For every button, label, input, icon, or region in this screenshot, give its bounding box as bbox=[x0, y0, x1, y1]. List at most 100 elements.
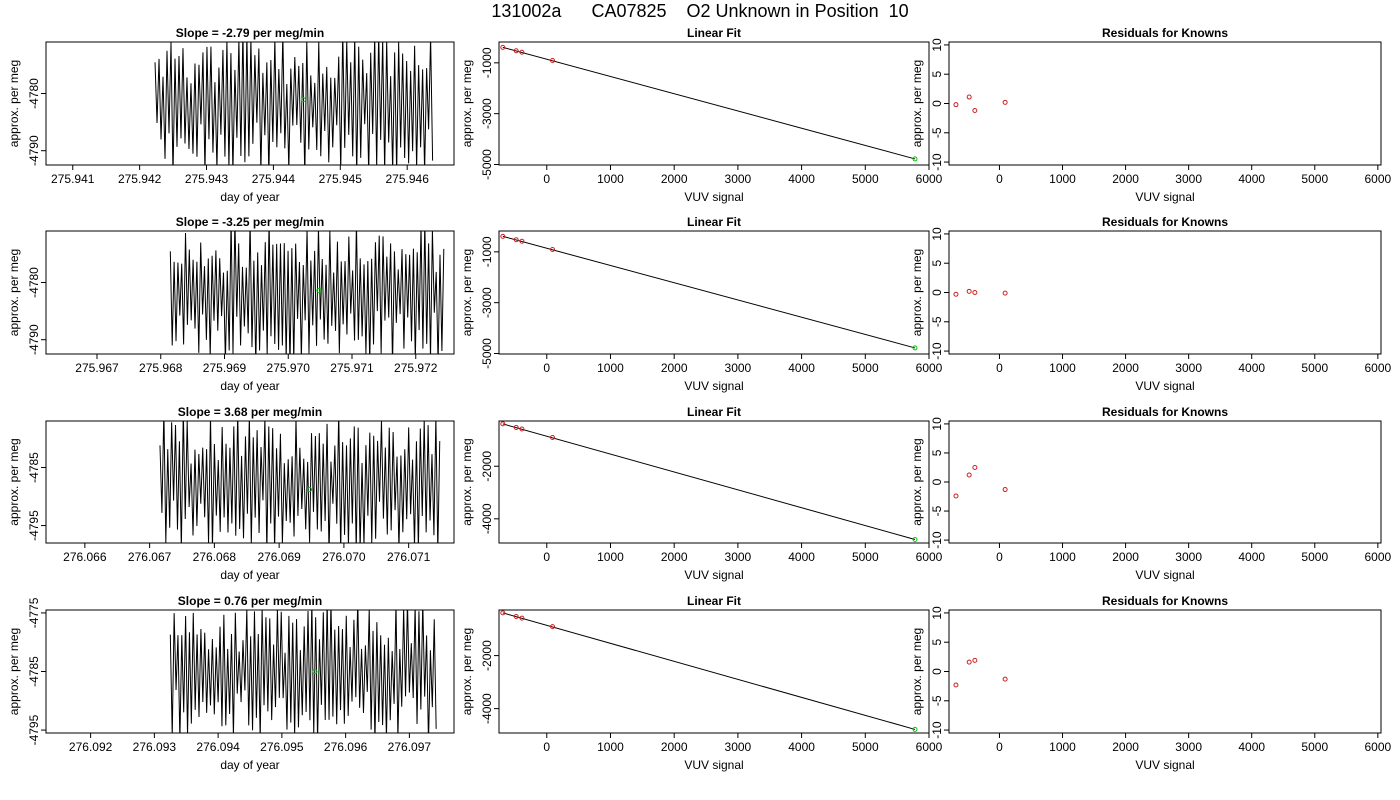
panel-1-1-xtick-label: 275.943 bbox=[185, 172, 229, 186]
panel-4-2-xlabel: VUV signal bbox=[684, 758, 743, 772]
panel-4-1-xtick-label: 276.093 bbox=[133, 740, 177, 754]
panel-3-2-known-point bbox=[500, 421, 506, 427]
panel-1-2-ytick-label: -5000 bbox=[480, 149, 494, 180]
panel-1-1-xlabel: day of year bbox=[220, 190, 279, 204]
panel-3-1-frame bbox=[45, 420, 455, 544]
panel-1-3-ytick-label: -5 bbox=[930, 127, 944, 138]
panel-3-1-xtick-label: 276.066 bbox=[63, 550, 107, 564]
panel-4-1-xtick-label: 276.096 bbox=[324, 740, 368, 754]
panel-1-2-fit-line bbox=[502, 46, 916, 160]
panel-3-1-ytick-label: -4785 bbox=[27, 452, 41, 483]
panel-3-2-title: Linear Fit bbox=[687, 405, 741, 419]
panel-4-2-fit-line bbox=[502, 612, 916, 730]
figure-title: 131002a CA07825 O2 Unknown in Position 1… bbox=[491, 1, 909, 21]
panel-2-1-ylabel: approx. per meg bbox=[7, 249, 21, 336]
panel-2-2-fit-line bbox=[502, 235, 916, 349]
panel-2-2: Linear Fit 0 1000 2000 3000 4000 5000 6000 -5000… bbox=[460, 215, 943, 393]
panel-4-1-ytick-label: -4785 bbox=[27, 656, 41, 687]
panel-1-3-residual-point bbox=[1002, 99, 1008, 105]
panel-3-3-ytick-label: -5 bbox=[930, 505, 944, 516]
panel-1-2-frame bbox=[498, 41, 930, 166]
panel-4-1-xtick-label: 276.095 bbox=[260, 740, 304, 754]
panel-3-3-xtick-label: 0 bbox=[996, 550, 1003, 564]
panel-1-3-residual-point bbox=[953, 102, 959, 108]
panel-1-2-xlabel: VUV signal bbox=[684, 190, 743, 204]
panel-4-2-xtick-label: 4000 bbox=[788, 740, 815, 754]
panel-3-1-xtick-label: 276.068 bbox=[193, 550, 237, 564]
panel-3-3-xtick-label: 5000 bbox=[1301, 550, 1328, 564]
panel-3-3-plot-area bbox=[953, 464, 1008, 499]
panel-3-1-title: Slope = 3.68 per meg/min bbox=[178, 405, 322, 419]
panel-4-1-xtick-label: 276.092 bbox=[69, 740, 113, 754]
panel-1-2-known-point bbox=[550, 58, 556, 64]
panel-4-3-xtick-label: 3000 bbox=[1175, 740, 1202, 754]
panel-1-3-xtick-label: 6000 bbox=[1364, 172, 1391, 186]
panel-4-2-frame bbox=[498, 609, 930, 734]
panel-1-3-ytick-label: 10 bbox=[930, 38, 944, 52]
panel-2-3-residual-point bbox=[1002, 290, 1008, 296]
panel-4-2-unknown-point bbox=[912, 726, 918, 732]
panel-1-3-xtick-label: 4000 bbox=[1238, 172, 1265, 186]
panel-4-2-xtick-label: 5000 bbox=[852, 740, 879, 754]
panel-2-2-title: Linear Fit bbox=[687, 215, 741, 229]
panel-2-2-ytick-label: -5000 bbox=[480, 338, 494, 369]
panel-3-2-xlabel: VUV signal bbox=[684, 568, 743, 582]
panel-2-3-xtick-label: 4000 bbox=[1238, 361, 1265, 375]
panel-2-3-plot-area bbox=[953, 288, 1008, 297]
panel-2-2-xtick-label: 0 bbox=[543, 361, 550, 375]
panel-1-3-frame bbox=[948, 41, 1382, 166]
panel-4-2-plot-area bbox=[500, 610, 918, 732]
panel-4-2-known-point bbox=[519, 615, 525, 621]
panel-1-2-xtick-label: 6000 bbox=[916, 172, 943, 186]
panel-2-2-xtick-label: 3000 bbox=[725, 361, 752, 375]
panel-4-3-xlabel: VUV signal bbox=[1135, 758, 1194, 772]
panel-4-2-xtick-label: 0 bbox=[543, 740, 550, 754]
panel-2-2-ylabel: approx. per meg bbox=[460, 249, 474, 336]
panel-4-3-ytick-label: -5 bbox=[930, 695, 944, 706]
panel-3-2-xtick-label: 5000 bbox=[852, 550, 879, 564]
panel-3-3-ytick-label: 0 bbox=[930, 478, 944, 485]
panel-1-1-xtick-label: 275.942 bbox=[118, 172, 162, 186]
panel-4-1-ytick-label: -4795 bbox=[27, 714, 41, 745]
panel-2-1-plot-area bbox=[169, 231, 445, 354]
panel-2-3-residual-point bbox=[972, 290, 978, 295]
panel-3-3-ytick-label: 5 bbox=[930, 449, 944, 456]
panel-2-3-xtick-label: 6000 bbox=[1364, 361, 1391, 375]
panel-3-2-unknown-point bbox=[912, 537, 918, 543]
panel-2-2-xtick-label: 6000 bbox=[916, 361, 943, 375]
panel-3-1-xtick-label: 276.071 bbox=[387, 550, 431, 564]
panel-2-1-unknown-point bbox=[316, 287, 322, 293]
panel-2-1-xtick-label: 275.970 bbox=[267, 361, 311, 375]
panel-2-3-ytick-label: 5 bbox=[930, 260, 944, 267]
panel-1-3-xtick-label: 5000 bbox=[1301, 172, 1328, 186]
panel-4-3-ytick-label: 10 bbox=[930, 606, 944, 620]
panel-1-3-residual-point bbox=[966, 94, 972, 100]
panel-1-2: Linear Fit 0 1000 2000 3000 4000 5000 6000 -5000… bbox=[460, 26, 943, 204]
panel-1-1-unknown-point bbox=[301, 97, 307, 103]
panel-1-3-xtick-label: 2000 bbox=[1112, 172, 1139, 186]
panel-1-2-known-point bbox=[500, 44, 506, 50]
panel-2-1: Slope = -3.25 per meg/min 275.967 275.968 2… bbox=[7, 215, 455, 393]
panel-3-2-xtick-label: 4000 bbox=[788, 550, 815, 564]
panel-3-1: Slope = 3.68 per meg/min 276.066 276.067 27… bbox=[7, 405, 455, 582]
panel-3-3-xtick-label: 6000 bbox=[1364, 550, 1391, 564]
panel-2-2-ytick-label: -1000 bbox=[480, 236, 494, 267]
panel-3-3-frame bbox=[948, 420, 1382, 544]
panel-1-1-ytick-label: -4780 bbox=[27, 78, 41, 109]
panel-4-3-residual-point bbox=[1002, 676, 1008, 682]
panel-2-1-trace-line bbox=[169, 231, 445, 354]
panel-3-3-xlabel: VUV signal bbox=[1135, 568, 1194, 582]
panel-4-3-ytick-label: 0 bbox=[930, 668, 944, 675]
panel-4-1-xtick-label: 276.097 bbox=[388, 740, 432, 754]
panel-1-2-ylabel: approx. per meg bbox=[460, 60, 474, 147]
panel-2-3-xtick-label: 3000 bbox=[1175, 361, 1202, 375]
panel-3-3-residual-point bbox=[1002, 487, 1008, 493]
panel-1-3-plot-area bbox=[953, 94, 1008, 114]
panel-3-1-unknown-point bbox=[307, 487, 313, 493]
panel-4-3-frame bbox=[948, 609, 1382, 734]
panel-1-2-ytick-label: -3000 bbox=[480, 98, 494, 129]
panel-1-2-known-point bbox=[519, 49, 525, 55]
panel-1-2-title: Linear Fit bbox=[687, 26, 741, 40]
panel-1-1-xtick-label: 275.941 bbox=[51, 172, 95, 186]
